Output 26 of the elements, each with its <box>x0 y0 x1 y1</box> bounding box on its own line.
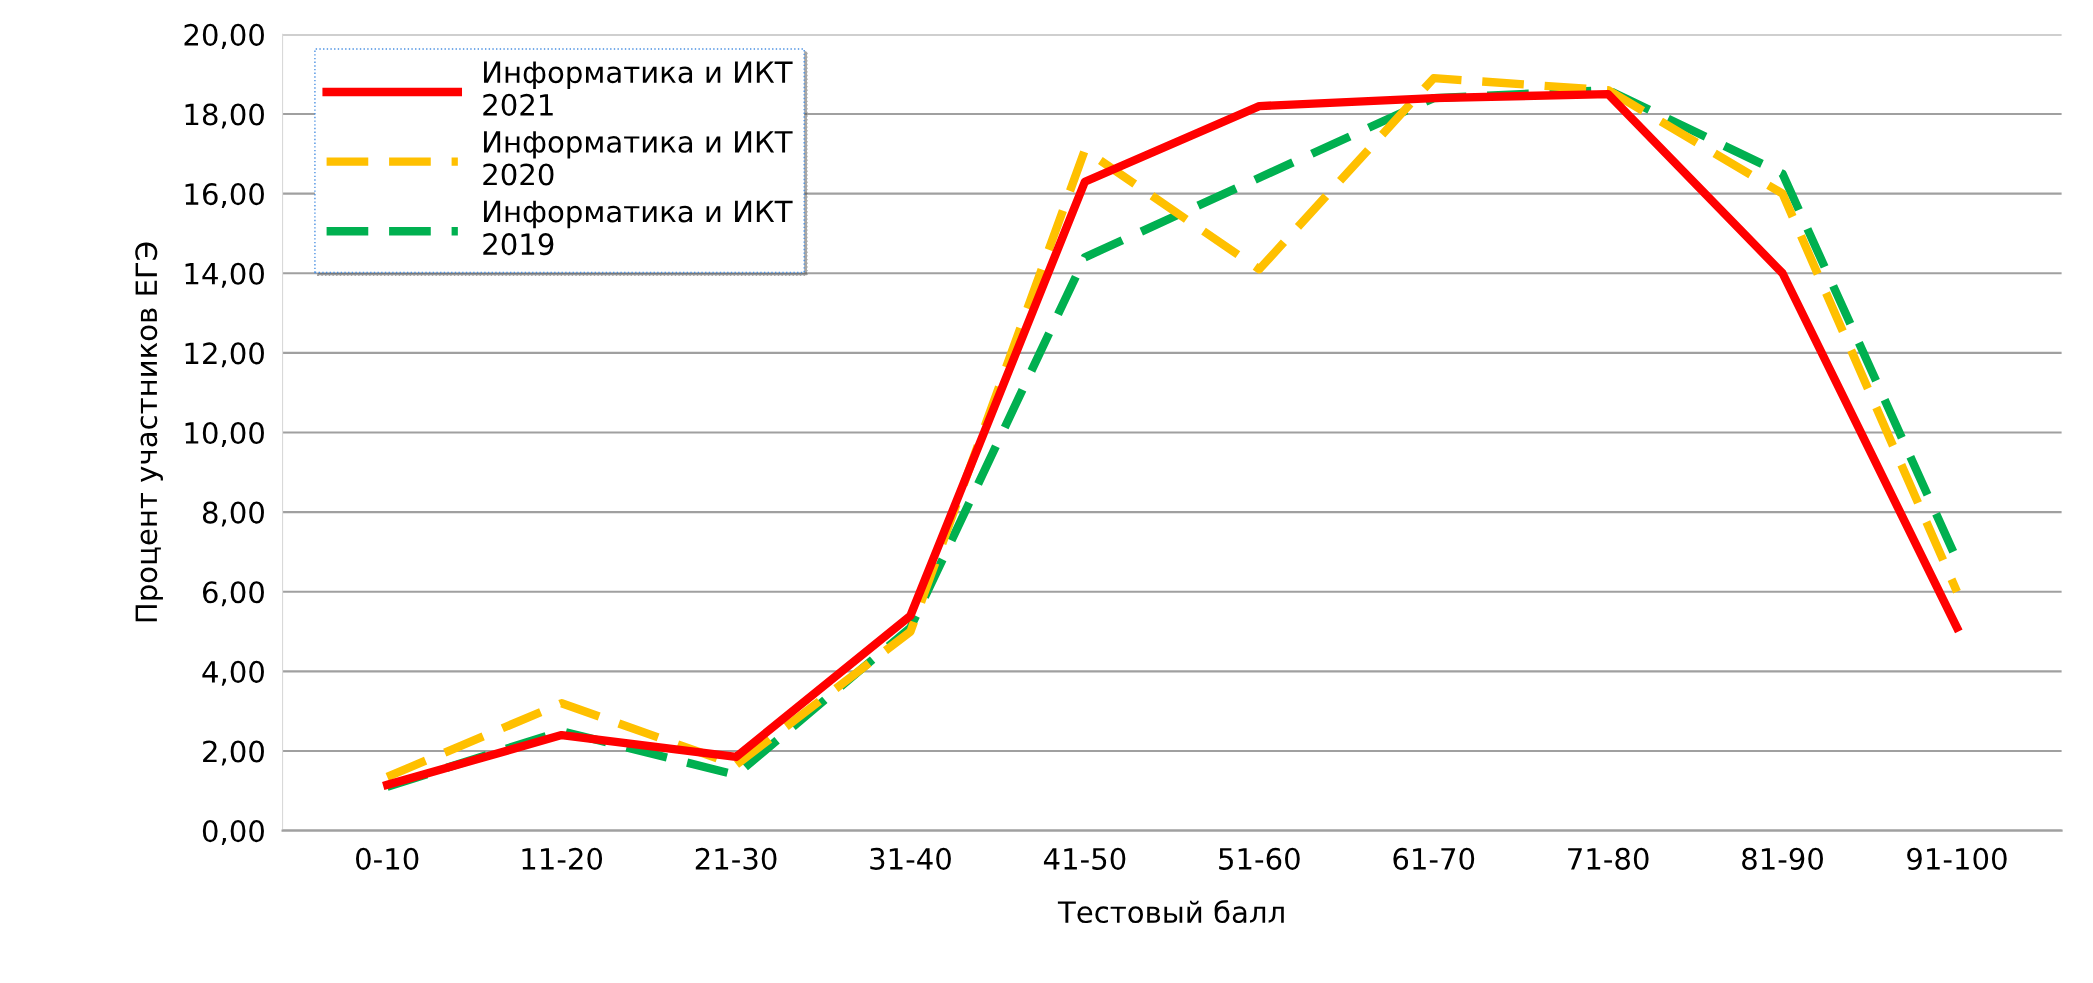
x-tick-label: 81-90 <box>1742 847 1823 870</box>
y-tick-label: 2,00 <box>203 740 264 766</box>
x-tick-label: 91-100 <box>1907 847 2007 870</box>
y-tick-label: 14,00 <box>185 262 264 288</box>
y-axis-title: Процент участников ЕГЭ <box>135 242 163 622</box>
x-tick-label: 41-50 <box>1043 847 1126 870</box>
y-tick-label: 4,00 <box>202 660 264 686</box>
y-tick-label: 10,00 <box>185 421 264 447</box>
y-tick-label: 16,00 <box>185 183 264 209</box>
y-tick-label: 0,00 <box>202 820 264 846</box>
x-tick-label: 21-30 <box>695 847 777 870</box>
x-tick-label: 51-60 <box>1219 847 1300 870</box>
x-tick-label: 11-20 <box>522 847 603 870</box>
legend-label: Информатика и ИКТ 2019 <box>483 200 793 256</box>
x-tick-label: 0-10 <box>356 847 419 870</box>
y-tick-label: 6,00 <box>202 581 264 607</box>
x-tick-label: 71-80 <box>1568 847 1649 870</box>
legend-label: Информатика и ИКТ 2020 <box>483 131 793 186</box>
y-tick-label: 8,00 <box>202 501 264 527</box>
x-axis-title: Тестовый балл <box>1057 900 1284 924</box>
legend-label: Информатика и ИКТ 2021 <box>483 61 793 116</box>
y-tick-label: 20,00 <box>184 23 264 49</box>
y-tick-label: 18,00 <box>185 103 264 129</box>
y-tick-label: 12,00 <box>185 342 264 368</box>
x-tick-label: 61-70 <box>1393 847 1475 870</box>
x-tick-label: 31-40 <box>870 847 951 870</box>
